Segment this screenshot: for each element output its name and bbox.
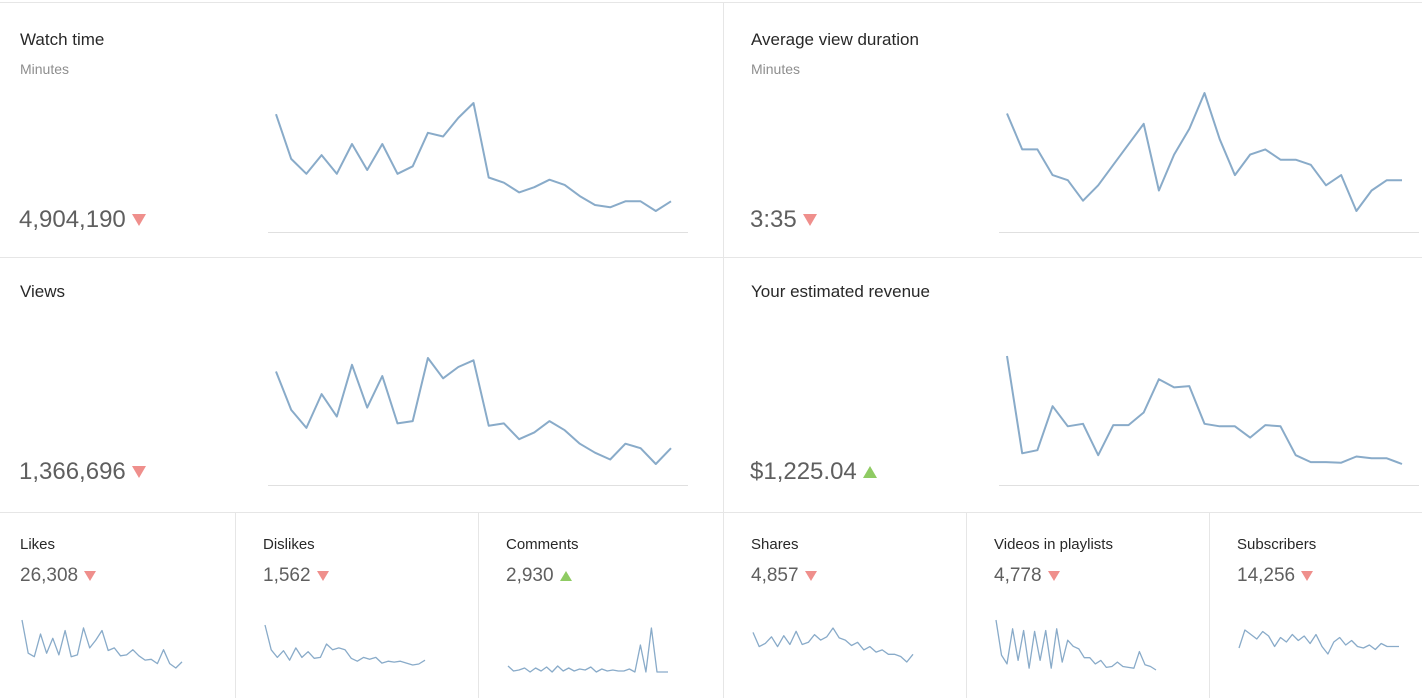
shares-value-row: 4,857 bbox=[751, 565, 817, 587]
views-value-row: 1,366,696 bbox=[19, 458, 146, 486]
likes-sparkline bbox=[21, 619, 183, 669]
revenue-title: Your estimated revenue bbox=[751, 282, 930, 301]
dislikes-value-row: 1,562 bbox=[263, 565, 329, 587]
videos-in-playlists-card[interactable]: Videos in playlists 4,778 bbox=[974, 0, 1209, 698]
shares-value: 4,857 bbox=[751, 565, 799, 586]
watch-time-subtitle: Minutes bbox=[20, 61, 70, 77]
trend-down-icon bbox=[131, 214, 146, 226]
dislikes-card[interactable]: Dislikes 1,562 bbox=[243, 0, 478, 698]
revenue-card[interactable]: Your estimated revenue $1,225.04 bbox=[731, 258, 1422, 512]
revenue-value-row: $1,225.04 bbox=[750, 458, 877, 486]
trend-down-icon bbox=[1301, 571, 1314, 581]
avg-view-duration-title: Average view duration bbox=[751, 30, 919, 49]
trend-up-icon bbox=[862, 466, 877, 478]
views-value: 1,366,696 bbox=[19, 458, 126, 485]
sparkline-series bbox=[21, 619, 183, 669]
sparkline-series bbox=[275, 102, 672, 212]
dislikes-title: Dislikes bbox=[263, 536, 315, 553]
avg-view-duration-card[interactable]: Average view duration Minutes 3:35 bbox=[731, 3, 1422, 257]
subscribers-title: Subscribers bbox=[1237, 536, 1317, 553]
shares-sparkline bbox=[752, 627, 914, 663]
subscribers-sparkline bbox=[1238, 629, 1399, 655]
watch-time-value: 4,904,190 bbox=[19, 206, 126, 233]
sparkline-series bbox=[264, 624, 426, 666]
shares-title: Shares bbox=[751, 536, 799, 553]
subscribers-value-row: 14,256 bbox=[1237, 565, 1314, 587]
views-card[interactable]: Views 1,366,696 bbox=[0, 258, 723, 512]
trend-down-icon bbox=[804, 571, 817, 581]
shares-card[interactable]: Shares 4,857 bbox=[731, 0, 966, 698]
videos-in-playlists-title: Videos in playlists bbox=[994, 536, 1113, 553]
videos-in-playlists-value: 4,778 bbox=[994, 565, 1042, 586]
likes-value: 26,308 bbox=[20, 565, 79, 586]
sparkline-series bbox=[1006, 92, 1402, 212]
subscribers-card[interactable]: Subscribers 14,256 bbox=[1217, 0, 1422, 698]
views-title: Views bbox=[20, 282, 66, 301]
sparkline-series bbox=[275, 357, 672, 465]
comments-value: 2,930 bbox=[506, 565, 554, 586]
trend-down-icon bbox=[802, 214, 817, 226]
views-sparkline bbox=[268, 357, 688, 486]
col-divider-playlists bbox=[1209, 512, 1210, 698]
avg-view-duration-value-row: 3:35 bbox=[750, 206, 817, 234]
sparkline-series bbox=[1238, 629, 1399, 655]
top-border bbox=[0, 2, 1422, 3]
avg-view-duration-value: 3:35 bbox=[750, 206, 797, 233]
videos-in-playlists-value-row: 4,778 bbox=[994, 565, 1060, 587]
sparkline-series bbox=[752, 627, 914, 663]
avg-view-duration-subtitle: Minutes bbox=[751, 61, 801, 77]
col-divider-main bbox=[723, 2, 724, 698]
revenue-sparkline bbox=[999, 355, 1419, 486]
dislikes-sparkline bbox=[264, 624, 426, 666]
row-divider-1 bbox=[0, 257, 1422, 258]
videos-in-playlists-sparkline bbox=[995, 619, 1157, 671]
comments-value-row: 2,930 bbox=[506, 565, 572, 587]
trend-down-icon bbox=[316, 571, 329, 581]
comments-card[interactable]: Comments 2,930 bbox=[486, 0, 723, 698]
trend-down-icon bbox=[84, 571, 97, 581]
watch-time-value-row: 4,904,190 bbox=[19, 206, 146, 234]
likes-value-row: 26,308 bbox=[20, 565, 97, 587]
watch-time-card[interactable]: Watch time Minutes 4,904,190 bbox=[0, 3, 723, 257]
col-divider-shares bbox=[966, 512, 967, 698]
row-divider-2 bbox=[0, 512, 1422, 513]
watch-time-title: Watch time bbox=[20, 30, 105, 49]
likes-title: Likes bbox=[20, 536, 56, 553]
likes-card[interactable]: Likes 26,308 bbox=[0, 0, 235, 698]
revenue-value: $1,225.04 bbox=[750, 458, 857, 485]
trend-down-icon bbox=[1047, 571, 1060, 581]
sparkline-series bbox=[995, 619, 1157, 671]
sparkline-series bbox=[1006, 355, 1403, 465]
col-divider-dislikes bbox=[478, 512, 479, 698]
trend-down-icon bbox=[131, 466, 146, 478]
comments-sparkline bbox=[507, 627, 668, 673]
trend-up-icon bbox=[559, 571, 572, 581]
watch-time-sparkline bbox=[268, 102, 688, 233]
col-divider-likes bbox=[235, 512, 236, 698]
sparkline-series bbox=[507, 627, 668, 673]
dislikes-value: 1,562 bbox=[263, 565, 311, 586]
subscribers-value: 14,256 bbox=[1237, 565, 1296, 586]
comments-title: Comments bbox=[506, 536, 579, 553]
avg-view-duration-sparkline bbox=[999, 92, 1419, 233]
